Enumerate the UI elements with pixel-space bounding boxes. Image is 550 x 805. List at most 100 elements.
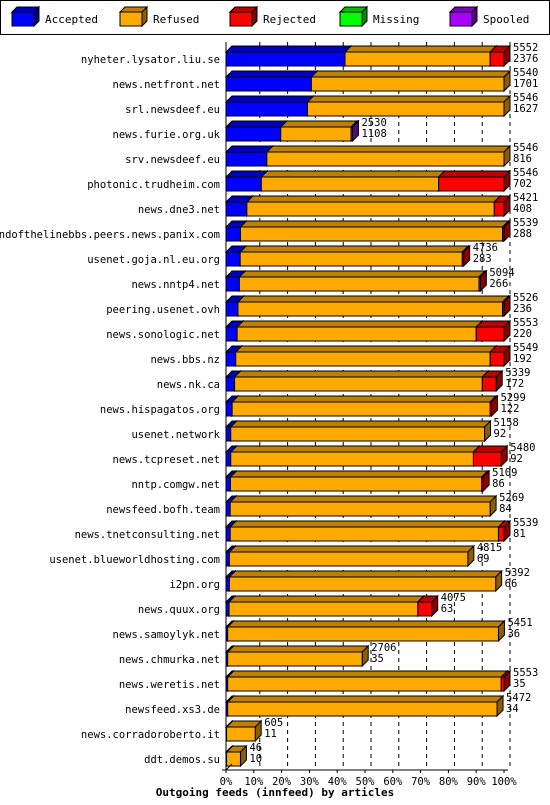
bar-segment-refused-front (238, 276, 480, 292)
bar-segment-accepted-front (225, 301, 239, 317)
bar-segment-refused-top (229, 420, 492, 428)
bar-segment-refused (229, 419, 492, 443)
bars (224, 44, 512, 768)
row-label-site: newsfeed.xs3.de (125, 704, 220, 716)
row-label-site: nntp.comgw.net (131, 479, 220, 491)
x-tick-label: 60% (383, 776, 403, 788)
bar-segment-rejected-front (472, 451, 502, 467)
bar-segment-refused-top (228, 545, 476, 553)
bar-row (224, 494, 498, 518)
bar-row (224, 619, 506, 643)
row-label-site: news.quux.org (138, 604, 220, 616)
row-value-accepted: 1627 (513, 103, 538, 115)
row-value-accepted: 92 (494, 428, 507, 440)
row-label-site: news.corradoroberto.it (81, 729, 220, 741)
bar-segment-accepted-top (224, 45, 353, 53)
row-value-accepted: 408 (513, 203, 532, 215)
bar-segment-refused-front (280, 126, 352, 142)
bar-segment-refused (225, 719, 263, 743)
bar-segment-rejected-front (500, 676, 505, 692)
bar-segment-rejected (501, 219, 512, 243)
bar-segment-spooled-front (350, 126, 353, 142)
bar-segment-refused-top (229, 445, 481, 453)
bar-segment-rejected (480, 469, 491, 493)
row-label-site: news.dne3.net (138, 204, 220, 216)
bar-segment-refused-top (236, 295, 510, 303)
bar-segment-refused-front (306, 101, 505, 117)
row-value-accepted: 122 (500, 403, 519, 415)
bar-segment-refused (239, 219, 510, 243)
bar-segment-refused-front (231, 401, 491, 417)
bar-row (224, 744, 248, 768)
legend-swatch-spooled (448, 5, 479, 28)
bar-segment-refused-top (238, 245, 470, 253)
bar-segment-accepted-front (225, 51, 346, 67)
bar-segment-refused-front (227, 626, 499, 642)
bar-segment-refused-top (235, 320, 484, 328)
row-value-offered: 5299 (500, 392, 525, 404)
bar-segment-rejected (488, 394, 499, 418)
bar-row (224, 269, 488, 293)
row-label-site: ddt.demos.su (144, 754, 220, 766)
row-label-site: news.nntp4.net (131, 279, 220, 291)
bar-segment-rejected (474, 319, 512, 343)
bar-row (224, 644, 370, 668)
row-label-site: news.sonologic.net (106, 329, 220, 341)
bar-segment-refused-front (310, 76, 505, 92)
row-label-site: news.hispagatos.org (100, 404, 220, 416)
row-value-accepted: 1701 (513, 78, 538, 90)
row-value-offered: 4736 (473, 242, 498, 254)
bar-segment-rejected (501, 294, 512, 318)
bar-segment-rejected-front (481, 376, 497, 392)
bar-segment-refused-front (235, 351, 491, 367)
chart-title: Outgoing feeds (innfeed) by articles (156, 786, 394, 799)
bar-segment-refused (228, 544, 476, 568)
bar-segment-refused (238, 269, 487, 293)
bar-row (224, 44, 512, 68)
bar-segment-rejected (488, 344, 512, 368)
bar-segment-accepted-top (224, 170, 269, 178)
bar-segment-accepted-front (225, 76, 312, 92)
legend-swatch-rejected (228, 5, 259, 28)
row-label-site: i2pn.org (169, 579, 220, 591)
bar-segment-accepted-front (225, 351, 237, 367)
bar-segment-accepted-front (225, 101, 308, 117)
row-label-site: news.chmurka.net (119, 654, 220, 666)
axis-depth-line (225, 763, 233, 771)
bar-row (224, 669, 512, 693)
bar-segment-rejected-front (489, 401, 492, 417)
bar-segment-rejected (493, 194, 512, 218)
bar-segment-refused-front (344, 51, 491, 67)
bar-segment-accepted-top (224, 145, 275, 153)
row-value-accepted: 702 (513, 178, 532, 190)
bar-segment-refused-top (343, 45, 498, 53)
bar-row (224, 219, 512, 243)
bar-segment-accepted-front (225, 226, 241, 242)
legend-label-refused: Refused (153, 13, 199, 26)
bar-row (224, 369, 504, 393)
bar-segment-refused-front (227, 676, 502, 692)
row-value-offered: 5546 (513, 142, 538, 154)
bar-segment-refused-top (265, 145, 512, 153)
row-label-site: news.furie.org.uk (113, 129, 221, 141)
bar-segment-accepted-front (225, 326, 238, 342)
row-value-accepted: 34 (506, 703, 519, 715)
bar-segment-refused (279, 119, 359, 143)
row-value-offered: 5451 (507, 617, 532, 629)
bar-segment-refused-top (228, 570, 503, 578)
bar-segment-accepted-front (225, 376, 236, 392)
bar-segment-refused (229, 444, 481, 468)
bar-row (224, 294, 512, 318)
row-value-offered: 2530 (361, 117, 386, 129)
bar-segment-accepted-front (225, 276, 240, 292)
x-tick-label: 20% (272, 776, 292, 788)
bar-segment-accepted-front (225, 126, 282, 142)
bar-row (224, 469, 491, 493)
legend-swatch-refused (118, 5, 149, 28)
bar-segment-rejected-front (502, 226, 505, 242)
bar-segment-accepted (224, 94, 315, 118)
row-label-site: usenet.blueworldhosting.com (49, 554, 220, 566)
bar-segment-refused (265, 144, 512, 168)
row-value-offered: 605 (264, 717, 283, 729)
